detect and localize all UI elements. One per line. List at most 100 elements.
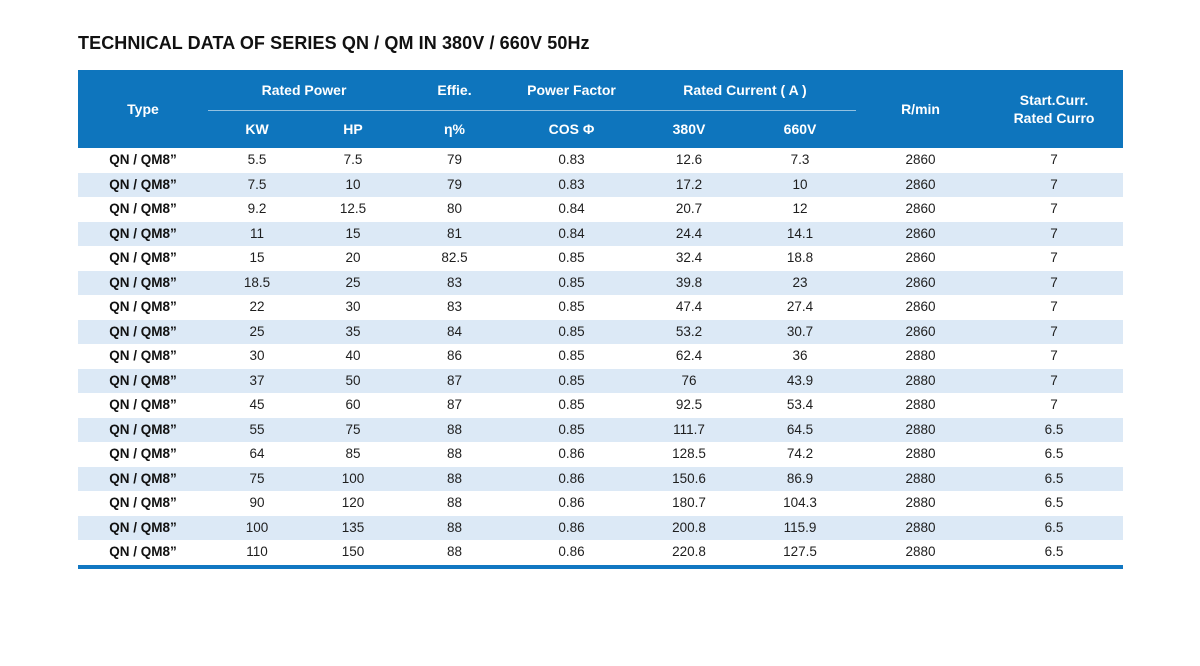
table-cell: 12 (792, 201, 808, 216)
table-cell: 2860 (905, 225, 936, 241)
table-cell: 100 (341, 470, 365, 486)
table-cell: 7 (1050, 274, 1058, 290)
table-header: Type Rated Power Effie. Power Factor Rat… (78, 70, 1124, 148)
table-cell: 87 (446, 372, 463, 388)
table-cell: 7 (1050, 201, 1058, 216)
table-cell: 82.5 (441, 250, 468, 265)
table-cell: 86 (446, 348, 463, 363)
cell-type: QN / QM8” (109, 372, 177, 388)
table-cell: 88 (446, 470, 463, 486)
table-cell: 83 (446, 274, 463, 290)
table-cell: 2880 (905, 495, 936, 510)
cell-type: QN / QM8” (109, 250, 177, 265)
table-cell: 2860 (905, 299, 936, 314)
table-cell: 37 (249, 372, 265, 388)
table-cell: 200.8 (672, 519, 706, 535)
table-cell: 62.4 (675, 348, 703, 363)
col-header-rmin: R/min (856, 70, 986, 148)
table-cell: 83 (446, 299, 463, 314)
cell-type: QN / QM8” (109, 348, 177, 363)
col-header-rated-power: Rated Power (208, 70, 400, 111)
table-cell: 7.3 (790, 152, 810, 167)
table-cell: 6.5 (1044, 544, 1064, 559)
table-cell: 79 (446, 176, 463, 192)
table-cell: 135 (341, 519, 365, 535)
col-header-rated-current: Rated Current ( A ) (634, 70, 857, 111)
table-cell: 111.7 (673, 421, 705, 437)
table-cell: 128.5 (672, 446, 706, 461)
start-curr-line1: Start.Curr. (1019, 92, 1089, 108)
table-cell: 20.7 (675, 201, 703, 216)
table-cell: 10 (345, 176, 361, 192)
table-cell: 2880 (905, 421, 936, 437)
cell-type: QN / QM8” (109, 544, 177, 559)
table-cell: 6.5 (1044, 421, 1064, 437)
table-cell: 180.7 (672, 495, 706, 510)
table-cell: 15 (345, 225, 361, 241)
table-cell: 53.2 (675, 323, 703, 339)
table-cell: 127.5 (783, 544, 817, 559)
table-cell: 23 (792, 274, 808, 290)
table-row: QN / QM8” 37 50 87 0.85 76 43.9 2880 7 (78, 368, 1124, 393)
table-cell: 7 (1050, 176, 1058, 192)
table-cell: 0.86 (558, 519, 585, 535)
table-cell: 9.2 (247, 201, 267, 216)
table-cell: 5.5 (247, 152, 267, 167)
cell-type: QN / QM8” (109, 397, 177, 412)
table-cell: 0.83 (558, 176, 585, 192)
table-cell: 55 (249, 421, 265, 437)
table-row: QN / QM8” 100 135 88 0.86 200.8 115.9 2880 6.5 (78, 515, 1124, 540)
table-cell: 12.5 (339, 201, 367, 216)
col-header-power-factor: Power Factor (509, 70, 634, 111)
table-cell: 15 (249, 250, 265, 265)
table-cell: 100 (245, 519, 269, 535)
table-cell: 79 (446, 152, 463, 167)
table-row: QN / QM8” 9.2 12.5 80 0.84 20.7 12 2860 7 (78, 197, 1124, 222)
table-cell: 7 (1050, 323, 1058, 339)
table-cell: 2880 (905, 397, 936, 412)
table-cell: 30 (345, 299, 361, 314)
table-cell: 75 (249, 470, 265, 486)
table-cell: 2880 (905, 470, 936, 486)
table-cell: 6.5 (1044, 470, 1064, 486)
table-row: QN / QM8” 15 20 82.5 0.85 32.4 18.8 2860 7 (78, 246, 1124, 271)
table-cell: 18.5 (243, 274, 271, 290)
table-cell: 53.4 (786, 397, 814, 412)
table-cell: 2880 (905, 372, 936, 388)
table-cell: 81 (446, 225, 463, 241)
table-cell: 7 (1050, 152, 1058, 167)
table-cell: 17.2 (675, 176, 703, 192)
table-cell: 7 (1050, 250, 1058, 265)
table-cell: 220.8 (672, 544, 706, 559)
table-row: QN / QM8” 7.5 10 79 0.83 17.2 10 2860 7 (78, 172, 1124, 197)
table-row: QN / QM8” 110 150 88 0.86 220.8 127.5 2880 6.5 (78, 540, 1124, 567)
table-cell: 2860 (905, 176, 936, 192)
table-cell: 0.85 (558, 299, 585, 314)
table-row: QN / QM8” 5.5 7.5 79 0.83 12.6 7.3 2860 7 (78, 148, 1124, 173)
table-cell: 14.1 (786, 225, 814, 241)
page-title: TECHNICAL DATA OF SERIES QN / QM IN 380V… (78, 33, 590, 53)
cell-type: QN / QM8” (109, 176, 177, 192)
table-cell: 88 (446, 544, 463, 559)
table-cell: 6.5 (1044, 446, 1064, 461)
col-header-effie: Effie. (400, 70, 509, 111)
table-cell: 6.5 (1044, 495, 1064, 510)
table-cell: 2880 (905, 348, 936, 363)
start-curr-line2: Rated Curro (1013, 110, 1095, 126)
col-header-380v: 380V (634, 110, 744, 148)
table-cell: 2880 (905, 544, 936, 559)
table-cell: 36 (792, 348, 808, 363)
col-header-eta: η% (400, 110, 509, 148)
table-row: QN / QM8” 90 120 88 0.86 180.7 104.3 2880 6.5 (78, 491, 1124, 516)
table-cell: 32.4 (675, 250, 703, 265)
table-cell: 87 (446, 397, 463, 412)
table-row: QN / QM8” 75 100 88 0.86 150.6 86.9 2880 6.5 (78, 466, 1124, 491)
cell-type: QN / QM8” (109, 446, 177, 461)
table-cell: 2860 (905, 274, 936, 290)
table-cell: 7 (1050, 348, 1058, 363)
cell-type: QN / QM8” (109, 323, 177, 339)
table-cell: 2860 (905, 152, 936, 167)
table-cell: 7.5 (247, 176, 267, 192)
table-cell: 88 (446, 421, 463, 437)
